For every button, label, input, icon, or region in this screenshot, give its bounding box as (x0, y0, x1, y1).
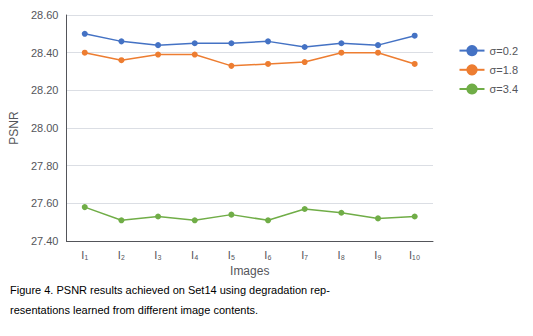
svg-text:28.00: 28.00 (31, 122, 59, 134)
svg-text:I₁₀: I₁₀ (409, 249, 420, 261)
svg-text:I₅: I₅ (228, 249, 236, 261)
svg-text:I₉: I₉ (374, 249, 381, 261)
svg-text:σ=1.8: σ=1.8 (489, 64, 518, 76)
svg-text:28.20: 28.20 (31, 84, 59, 96)
svg-text:I₄: I₄ (191, 249, 199, 261)
svg-text:I₇: I₇ (301, 249, 308, 261)
svg-text:28.60: 28.60 (31, 9, 59, 21)
svg-text:σ=0.2: σ=0.2 (489, 45, 518, 57)
svg-text:PSNR: PSNR (7, 111, 21, 145)
svg-text:28.40: 28.40 (31, 47, 59, 59)
svg-text:27.60: 27.60 (31, 197, 59, 209)
svg-text:27.80: 27.80 (31, 160, 59, 172)
svg-text:Images: Images (230, 264, 269, 278)
svg-text:27.40: 27.40 (31, 235, 59, 247)
svg-text:Figure 4. PSNR results achieve: Figure 4. PSNR results achieved on Set14… (10, 284, 330, 296)
svg-text:I₈: I₈ (338, 249, 346, 261)
svg-text:I₆: I₆ (264, 249, 272, 261)
svg-text:resentations learned from diff: resentations learned from different imag… (10, 304, 258, 316)
svg-text:σ=3.4: σ=3.4 (489, 83, 518, 95)
svg-text:I₂: I₂ (118, 249, 125, 261)
svg-text:I₁: I₁ (81, 249, 88, 261)
svg-text:I₃: I₃ (154, 249, 162, 261)
